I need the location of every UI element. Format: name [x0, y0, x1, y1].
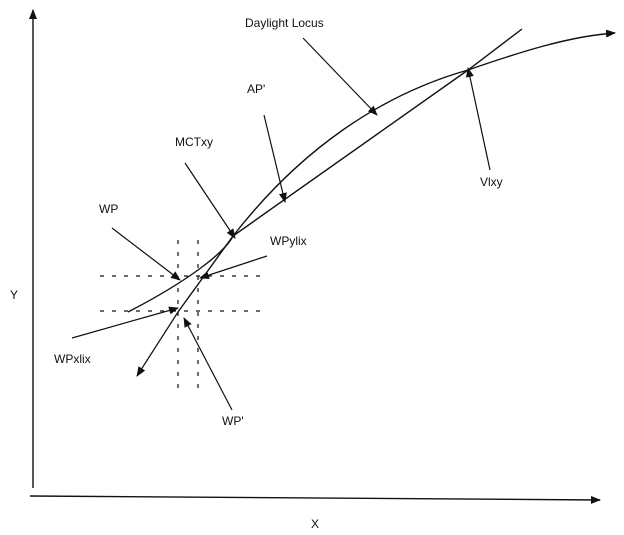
daylight-locus-label: Daylight Locus: [245, 16, 324, 30]
wpxfix-pointer: [71, 306, 179, 339]
daylight-locus-pointer: [302, 37, 378, 116]
wpxfix-label: WPxlix: [54, 352, 91, 366]
wp-prime-pointer: [183, 317, 233, 411]
wp-pointer: [111, 227, 181, 281]
x-axis-label: X: [311, 517, 320, 531]
y-axis-label: Y: [10, 288, 19, 302]
vixy-label: Vlxy: [480, 175, 503, 189]
wp-label: WP: [99, 202, 119, 216]
ap-pointer: [263, 114, 287, 203]
x-axis: [29, 495, 601, 504]
wpyfix-pointer: [199, 255, 268, 279]
mctxy-pointer: [184, 162, 236, 239]
daylight-locus-curve: [127, 29, 616, 313]
extension-pointer: [136, 311, 179, 377]
wpyfix-label: WPylix: [270, 234, 307, 248]
wp-prime-label: WP': [222, 414, 244, 428]
ap-label: AP': [247, 82, 266, 96]
vixy-pointer: [465, 67, 491, 171]
fixed-line: [177, 28, 523, 313]
mctxy-label: MCTxy: [175, 135, 213, 149]
wp-crosshair: [100, 240, 262, 390]
